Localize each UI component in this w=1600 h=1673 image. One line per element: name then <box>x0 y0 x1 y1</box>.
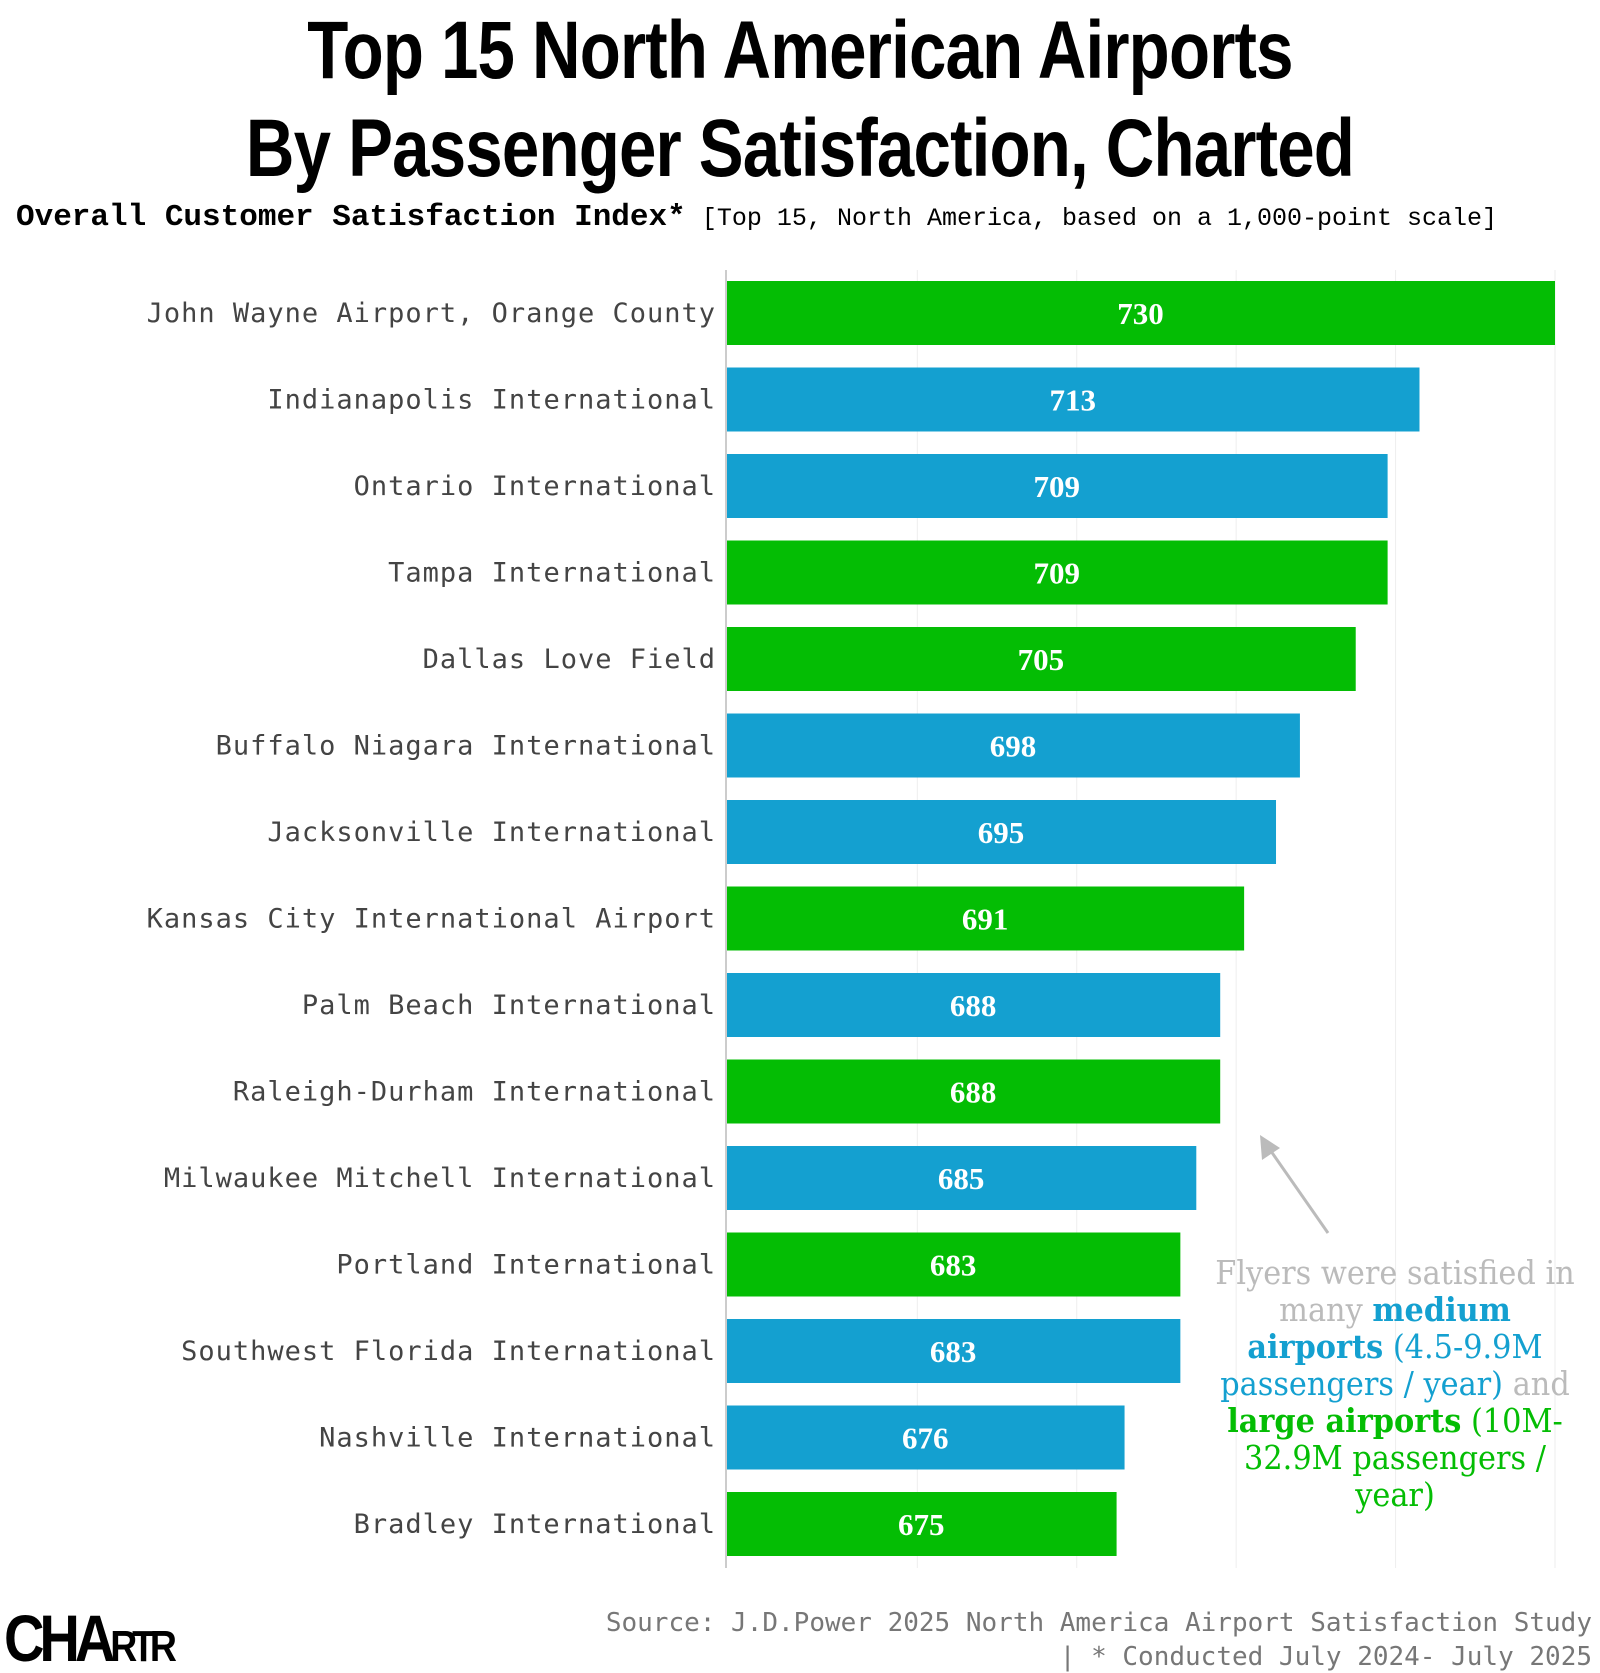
source-line-2: | * Conducted July 2024- July 2025 <box>1059 1642 1592 1672</box>
annotation-text: Flyers were satisfied in many medium air… <box>1211 1254 1579 1513</box>
category-label: Kansas City International Airport <box>147 904 716 935</box>
chart-title-line-2: By Passenger Satisfaction, Charted <box>245 103 1355 194</box>
category-label: Buffalo Niagara International <box>216 731 716 762</box>
value-label: 691 <box>962 902 1009 937</box>
value-label: 695 <box>978 815 1025 850</box>
category-label: Southwest Florida International <box>181 1336 716 1367</box>
category-label: Ontario International <box>354 471 716 502</box>
bar <box>727 367 1420 432</box>
annotation-part: and <box>1503 1364 1570 1403</box>
category-label: John Wayne Airport, Orange County <box>147 298 716 329</box>
chart-subtitle: Overall Customer Satisfaction Index* [To… <box>16 200 1497 235</box>
value-label: 709 <box>1034 469 1081 504</box>
category-label: Jacksonville International <box>267 817 716 848</box>
value-label: 685 <box>938 1161 985 1196</box>
arrow-head-icon <box>1260 1135 1280 1160</box>
category-label: Bradley International <box>354 1509 716 1540</box>
bar <box>727 1059 1221 1124</box>
value-label: 683 <box>930 1248 977 1283</box>
annotation-arrow <box>1264 1143 1330 1234</box>
bar <box>727 627 1356 691</box>
bar <box>727 281 1555 345</box>
annotation-large: large airports <box>1227 1401 1462 1440</box>
bar <box>727 1232 1181 1297</box>
source-line-1: Source: J.D.Power 2025 North America Air… <box>605 1608 1592 1638</box>
category-label: Raleigh-Durham International <box>233 1077 716 1108</box>
value-label: 698 <box>990 729 1037 764</box>
annotation-part: Flyers were satisfied in many <box>1215 1253 1575 1329</box>
bar <box>727 973 1221 1037</box>
bar <box>727 800 1277 864</box>
value-label: 683 <box>930 1334 977 1369</box>
value-label: 709 <box>1034 556 1081 591</box>
subtitle-bold: Overall Customer Satisfaction Index* <box>16 200 686 235</box>
bar <box>727 1405 1125 1470</box>
bar <box>727 454 1388 518</box>
category-label: Nashville International <box>319 1423 716 1454</box>
value-label: 713 <box>1049 383 1096 418</box>
bar <box>727 540 1388 605</box>
value-label: 705 <box>1018 642 1065 677</box>
bar <box>727 713 1300 778</box>
bar <box>727 1146 1197 1210</box>
value-label: 675 <box>898 1507 945 1542</box>
category-label: Palm Beach International <box>302 990 716 1021</box>
bar <box>727 1319 1181 1383</box>
value-label: 688 <box>950 988 997 1023</box>
category-label: Milwaukee Mitchell International <box>164 1163 716 1194</box>
value-label: 676 <box>902 1421 949 1456</box>
value-label: 730 <box>1117 296 1164 331</box>
bar <box>727 1492 1117 1556</box>
category-label: Portland International <box>336 1250 716 1281</box>
annotation-medium-detail: (4.5-9.9M passengers / year) <box>1220 1327 1543 1403</box>
chartr-logo: CHARTR <box>4 1601 177 1673</box>
category-label: Indianapolis International <box>267 385 716 416</box>
bar <box>727 886 1245 951</box>
annotation-medium: medium airports <box>1247 1290 1511 1366</box>
value-label: 688 <box>950 1075 997 1110</box>
chart-title-line-1: Top 15 North American Airports <box>307 5 1293 96</box>
category-label: Dallas Love Field <box>423 644 716 675</box>
subtitle-note: [Top 15, North America, based on a 1,000… <box>701 204 1498 233</box>
annotation-large-detail: (10M-32.9M passengers / year) <box>1244 1401 1563 1514</box>
category-label: Tampa International <box>388 558 716 589</box>
